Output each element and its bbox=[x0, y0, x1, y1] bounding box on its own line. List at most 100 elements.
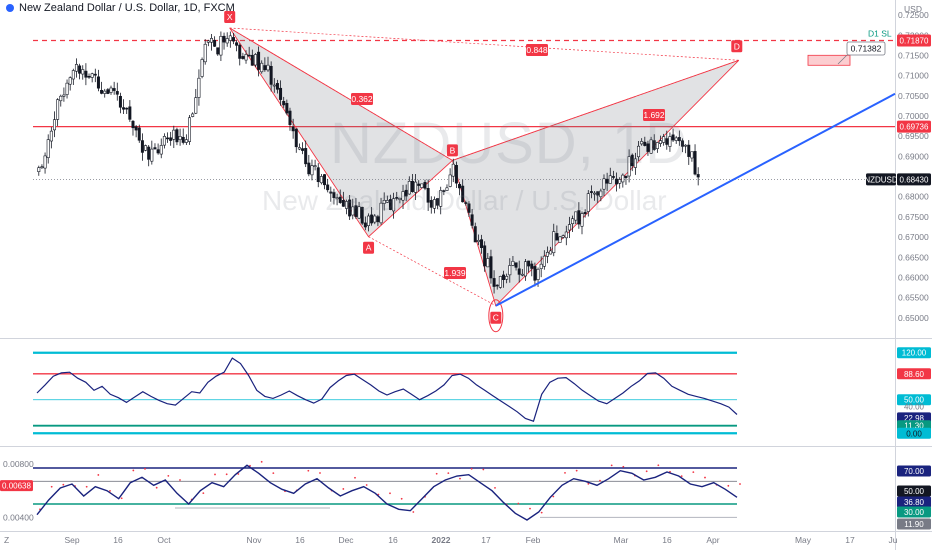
candle-body bbox=[90, 73, 94, 78]
candle bbox=[125, 107, 129, 114]
candle bbox=[655, 142, 659, 153]
candle-body bbox=[103, 90, 107, 94]
candle bbox=[596, 191, 600, 204]
candle-body bbox=[564, 231, 568, 239]
candle-body bbox=[247, 54, 251, 57]
candle-body bbox=[93, 73, 97, 76]
candle bbox=[571, 215, 575, 232]
osc2-dot bbox=[412, 511, 415, 513]
trendline[interactable] bbox=[495, 92, 896, 307]
osc2-dot bbox=[482, 468, 485, 471]
candle-body bbox=[288, 110, 292, 126]
candle bbox=[445, 184, 449, 192]
candle bbox=[156, 143, 160, 155]
price-tag-text: 0.69736 bbox=[900, 123, 929, 132]
candle-body bbox=[655, 142, 659, 149]
candle bbox=[153, 143, 157, 150]
candle-body bbox=[112, 88, 116, 91]
candle-body bbox=[640, 141, 644, 145]
candle bbox=[219, 31, 223, 61]
candle-body bbox=[571, 218, 575, 225]
point-label-d-text: D bbox=[734, 41, 740, 51]
candle-body bbox=[87, 75, 91, 78]
candle bbox=[260, 60, 264, 74]
candle-body bbox=[558, 236, 562, 243]
candle bbox=[301, 142, 305, 155]
candle bbox=[209, 33, 213, 51]
blue-trendline[interactable] bbox=[495, 92, 896, 307]
osc1-axis-tag-text: 40.00 bbox=[904, 402, 925, 411]
pattern-leg-bcd[interactable] bbox=[451, 59, 740, 307]
osc1-axis-tag-bg bbox=[897, 427, 931, 439]
osc2-dot bbox=[202, 492, 205, 495]
candle-body bbox=[624, 175, 628, 179]
candle-body bbox=[49, 130, 53, 142]
candle bbox=[279, 80, 283, 106]
candle bbox=[502, 270, 506, 288]
candle-body bbox=[40, 166, 44, 168]
candle-body bbox=[379, 202, 383, 224]
candle bbox=[40, 164, 44, 169]
candle bbox=[285, 99, 289, 116]
candle bbox=[345, 199, 349, 215]
time-axis-label: Nov bbox=[246, 535, 262, 545]
ratio-label-bd-text: 1.692 bbox=[643, 110, 665, 120]
candle bbox=[282, 96, 286, 108]
candle bbox=[693, 144, 697, 176]
candle bbox=[304, 140, 308, 168]
point-label-x: X bbox=[224, 10, 236, 23]
candle-body bbox=[423, 181, 427, 189]
point-label-c-text: C bbox=[493, 313, 499, 323]
candle bbox=[392, 192, 396, 219]
osc2-dot bbox=[109, 490, 111, 492]
candle bbox=[517, 260, 521, 283]
candle-body bbox=[304, 148, 308, 165]
osc1-line bbox=[36, 357, 738, 422]
candle-body bbox=[191, 113, 195, 117]
candle bbox=[335, 193, 339, 206]
candle-body bbox=[357, 206, 361, 219]
candle-body bbox=[473, 226, 477, 243]
candle-body bbox=[78, 65, 82, 74]
osc2-dot bbox=[564, 471, 566, 474]
candle-body bbox=[297, 147, 301, 150]
ratio-label-ac-text: 1.939 bbox=[444, 268, 466, 278]
candle-body bbox=[483, 245, 487, 267]
price-tag: 0.71870 bbox=[897, 34, 931, 47]
candle-body bbox=[470, 214, 474, 226]
osc2-dot bbox=[459, 477, 461, 480]
candle-body bbox=[137, 127, 141, 141]
candle bbox=[203, 39, 207, 65]
osc1-axis-tag-text: 22.98 bbox=[904, 414, 925, 423]
candle bbox=[420, 183, 424, 189]
candle-body bbox=[46, 139, 50, 159]
osc2-right-tag-bg bbox=[897, 518, 931, 530]
harmonic-pattern[interactable] bbox=[229, 27, 851, 333]
candle-body bbox=[348, 199, 352, 217]
price-axis-tick: 0.70000 bbox=[898, 111, 929, 121]
candle-body bbox=[687, 144, 691, 157]
candle-body bbox=[448, 174, 452, 187]
target-zone[interactable] bbox=[807, 54, 851, 66]
candle bbox=[561, 234, 565, 239]
candle bbox=[505, 273, 509, 284]
osc2-dot bbox=[179, 479, 181, 481]
price-axis-tick: 0.71000 bbox=[898, 71, 929, 81]
candle-body bbox=[159, 145, 163, 155]
price-axis[interactable]: USD0.725000.720000.715000.710000.705000.… bbox=[898, 4, 929, 323]
candle bbox=[385, 195, 389, 203]
candle bbox=[404, 184, 408, 202]
candle-body bbox=[417, 183, 421, 186]
candle-body bbox=[222, 35, 226, 43]
candle bbox=[71, 68, 75, 86]
candle bbox=[646, 140, 650, 156]
candle bbox=[96, 69, 100, 92]
candle-body bbox=[319, 176, 323, 184]
candle bbox=[357, 201, 361, 219]
time-axis[interactable]: Sep 16 Oct Nov 16 Dec 16 2022 17 Feb Mar 16 Apr May 17… bbox=[4, 535, 898, 545]
candle-body bbox=[385, 200, 389, 203]
pattern-leg-xab[interactable] bbox=[229, 27, 454, 238]
price-axis-tick: 0.70500 bbox=[898, 91, 929, 101]
